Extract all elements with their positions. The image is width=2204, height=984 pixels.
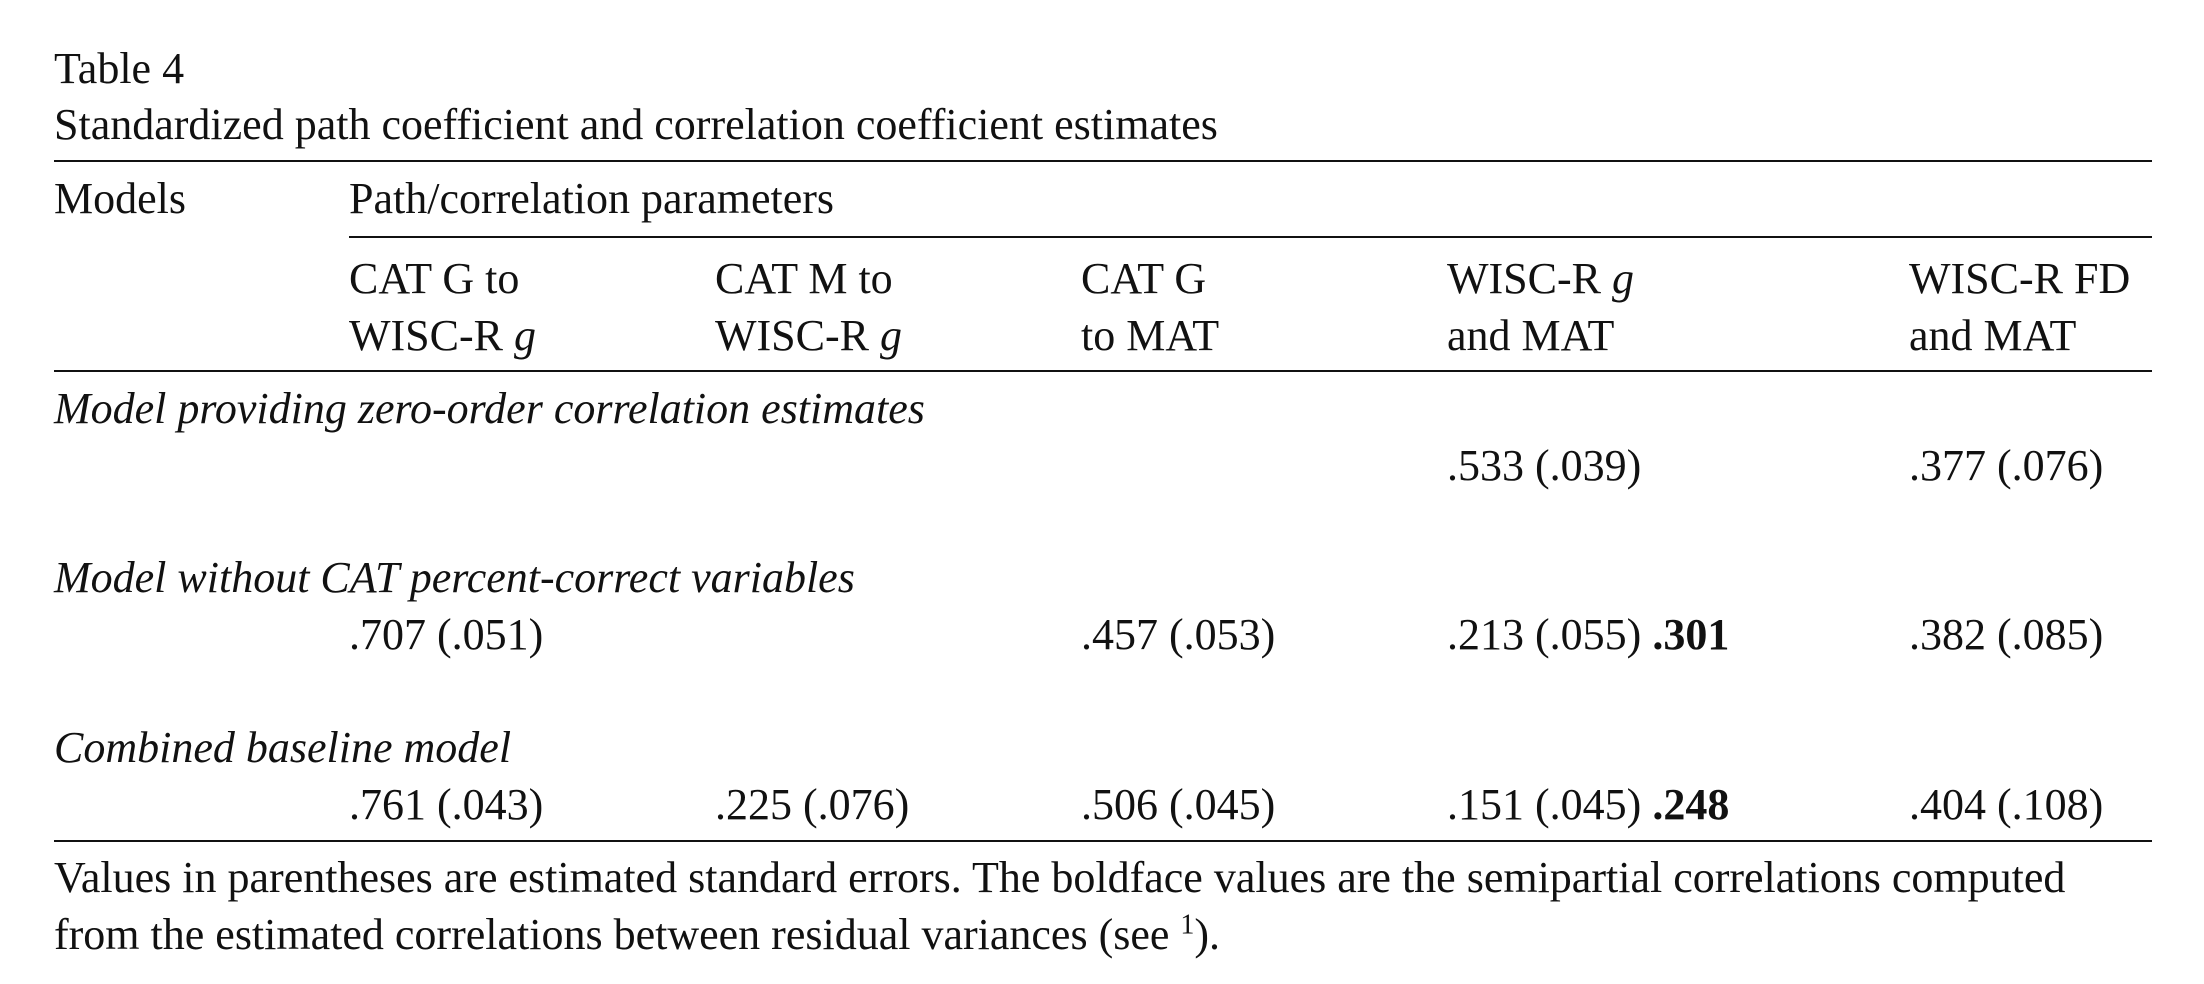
column-header-line: and MAT [1447,311,1615,360]
column-header-line: and MAT [1909,311,2077,360]
note-text: ). [1194,910,1221,959]
column-header-line: WISC-R g [349,307,536,364]
top-rule [54,160,2152,162]
bottom-rule [54,840,2152,842]
header-bottom-rule [54,370,2152,372]
column-header-line: CAT G [1081,254,1207,303]
table-caption: Standardized path coefficient and correl… [54,100,1218,149]
column-header-text: WISC-R [349,311,514,360]
column-header-wisc-fd-and-mat: WISC-R FD and MAT [1909,250,2130,364]
table-cell: .213 (.055) .301 [1447,610,1729,660]
table-cell: .377 (.076) [1909,441,2104,490]
column-header-line: WISC-R g [715,307,902,364]
column-header-line: CAT G to [349,254,520,303]
table-cell: .457 (.053) [1081,610,1276,659]
model-name-combined-baseline: Combined baseline model [54,723,512,772]
table-note-line-2: from the estimated correlations between … [54,910,1220,960]
model-name-without-cat-percent-correct: Model without CAT percent-correct variab… [54,553,855,602]
column-header-line: CAT M to [715,254,893,303]
table-cell: .404 (.108) [1909,780,2104,829]
cell-value: .213 (.055) [1447,610,1642,659]
table-cell: .707 (.051) [349,610,544,659]
cell-value: .151 (.045) [1447,780,1642,829]
semipartial-correlation: .248 [1652,780,1730,829]
column-header-italic: g [880,311,902,360]
table-cell: .533 (.039) [1447,441,1642,490]
models-header: Models [54,174,186,223]
column-header-wisc-g-and-mat: WISC-R g and MAT [1447,250,1634,364]
column-header-cat-m-to-wisc-g: CAT M to WISC-R g [715,250,902,364]
column-header-text: WISC-R [1447,254,1612,303]
parameters-group-header: Path/correlation parameters [349,174,835,223]
note-text: from the estimated correlations between … [54,910,1181,959]
column-header-line: to MAT [1081,311,1220,360]
table-note-line-1: Values in parentheses are estimated stan… [54,853,2066,902]
column-header-line: WISC-R g [1447,250,1634,307]
column-header-cat-g-to-wisc-g: CAT G to WISC-R g [349,250,536,364]
model-name-zero-order: Model providing zero-order correlation e… [54,384,925,433]
column-header-text: WISC-R [715,311,880,360]
table-cell: .151 (.045) .248 [1447,780,1729,830]
column-header-cat-g-to-mat: CAT G to MAT [1081,250,1219,364]
group-header-rule [349,236,2152,238]
column-header-italic: g [1612,254,1634,303]
table-figure: Table 4 Standardized path coefficient an… [54,0,2152,984]
footnote-marker: 1 [1180,909,1195,941]
table-cell: .761 (.043) [349,780,544,829]
table-label: Table 4 [54,44,185,93]
table-cell: .382 (.085) [1909,610,2104,659]
table-cell: .225 (.076) [715,780,910,829]
table-cell: .506 (.045) [1081,780,1276,829]
column-header-line: WISC-R FD [1909,254,2131,303]
column-header-italic: g [514,311,536,360]
semipartial-correlation: .301 [1652,610,1730,659]
